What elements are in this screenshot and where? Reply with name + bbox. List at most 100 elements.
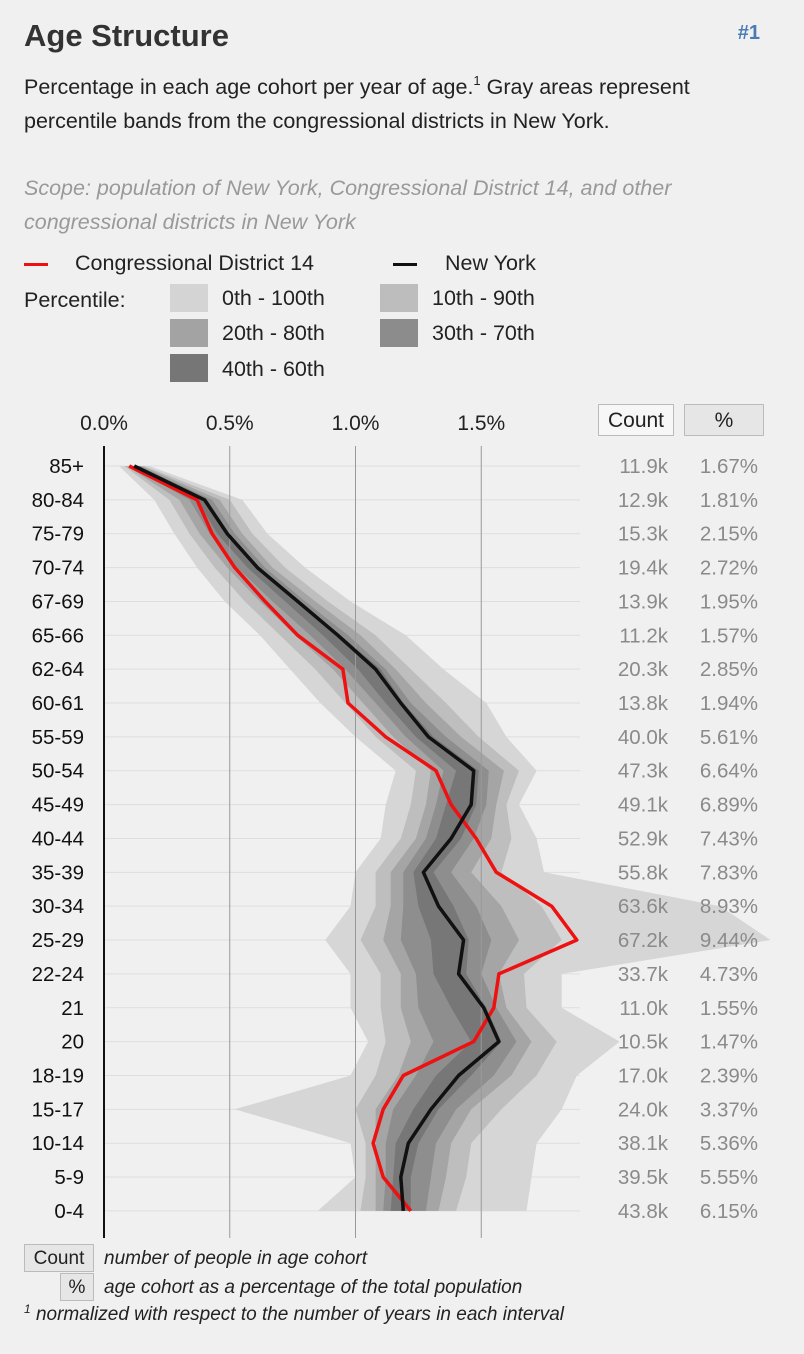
- count-value: 11.9k: [619, 455, 668, 478]
- description-text: Percentage in each age cohort per year o…: [24, 75, 474, 99]
- percent-value: 1.47%: [700, 1031, 758, 1054]
- age-category-label: 18-19: [32, 1064, 84, 1087]
- count-value: 17.0k: [618, 1064, 669, 1087]
- count-value: 55.8k: [618, 861, 669, 884]
- x-tick-label: 0.5%: [206, 412, 254, 435]
- percent-value: 4.73%: [700, 963, 758, 986]
- x-tick-label: 1.5%: [457, 412, 505, 435]
- district-legend-label: Congressional District 14: [75, 251, 314, 275]
- count-value: 11.0k: [619, 997, 668, 1020]
- count-value: 13.9k: [618, 590, 669, 613]
- age-category-label: 21: [61, 997, 84, 1020]
- age-category-label: 85+: [49, 455, 84, 478]
- band-label-10-90: 10th - 90th: [432, 286, 535, 310]
- band-swatch-10-90: [380, 284, 418, 312]
- count-value: 20.3k: [618, 658, 669, 681]
- age-category-label: 40-44: [32, 827, 84, 850]
- count-value: 43.8k: [618, 1200, 669, 1223]
- age-category-label: 70-74: [32, 557, 84, 580]
- band-swatch-0-100: [170, 284, 208, 312]
- age-category-label: 62-64: [32, 658, 84, 681]
- count-value: 67.2k: [618, 929, 669, 952]
- count-value: 19.4k: [618, 557, 669, 580]
- scope-text: Scope: population of New York, Congressi…: [24, 176, 672, 234]
- count-value: 10.5k: [618, 1031, 669, 1054]
- count-value: 24.0k: [618, 1098, 669, 1121]
- age-category-label: 35-39: [32, 861, 84, 884]
- state-series-line: [133, 464, 501, 1212]
- count-header-button[interactable]: Count: [598, 404, 674, 436]
- age-category-label: 45-49: [32, 794, 84, 817]
- count-value: 15.3k: [618, 523, 669, 546]
- percent-value: 1.67%: [700, 455, 758, 478]
- percent-value: 2.85%: [700, 658, 758, 681]
- count-value: 63.6k: [618, 895, 669, 918]
- percent-value: 2.15%: [700, 523, 758, 546]
- rank-badge[interactable]: #1: [737, 22, 760, 44]
- description: Percentage in each age cohort per year o…: [24, 70, 764, 138]
- band-label-30-70: 30th - 70th: [432, 321, 535, 345]
- age-category-label: 15-17: [32, 1098, 84, 1121]
- age-category-label: 0-4: [54, 1200, 84, 1223]
- district-series-line: [128, 464, 579, 1213]
- percent-value: 1.95%: [700, 590, 758, 613]
- band-swatch-20-80: [170, 319, 208, 347]
- percent-value: 9.44%: [700, 929, 758, 952]
- age-category-label: 30-34: [32, 895, 84, 918]
- age-category-label: 20: [61, 1031, 84, 1054]
- percentile-label: Percentile:: [24, 288, 126, 312]
- x-tick-label: 0.0%: [80, 412, 128, 435]
- count-value: 39.5k: [618, 1166, 669, 1189]
- count-value: 49.1k: [618, 794, 669, 817]
- percent-value: 1.55%: [700, 997, 758, 1020]
- percent-value: 6.64%: [700, 760, 758, 783]
- band-label-0-100: 0th - 100th: [222, 286, 325, 310]
- percent-value: 2.72%: [700, 557, 758, 580]
- age-category-label: 60-61: [32, 692, 84, 715]
- count-value: 11.2k: [619, 624, 668, 647]
- percent-value: 8.93%: [700, 895, 758, 918]
- percent-value: 2.39%: [700, 1064, 758, 1087]
- count-value: 38.1k: [618, 1132, 669, 1155]
- count-value: 12.9k: [618, 489, 669, 512]
- count-value: 52.9k: [618, 827, 669, 850]
- band-label-40-60: 40th - 60th: [222, 357, 325, 381]
- percent-value: 1.81%: [700, 489, 758, 512]
- age-structure-chart: 0.0% 0.5% 1.0% 1.5% 85+ 11.9k 1.67% 80-84 12.9k 1…: [32, 412, 771, 1238]
- age-category-label: 75-79: [32, 523, 84, 546]
- footer-percent-button[interactable]: %: [60, 1273, 94, 1301]
- count-value: 40.0k: [618, 726, 669, 749]
- age-category-label: 80-84: [32, 489, 84, 512]
- description-text-cont: Gray areas represent percentile bands fr…: [24, 75, 690, 133]
- x-tick-label: 1.0%: [332, 412, 380, 435]
- age-category-label: 67-69: [32, 590, 84, 613]
- age-category-label: 65-66: [32, 624, 84, 647]
- footer-count-desc: number of people in age cohort: [104, 1248, 368, 1269]
- percent-value: 7.83%: [700, 861, 758, 884]
- count-value: 33.7k: [618, 963, 669, 986]
- percent-value: 5.36%: [700, 1132, 758, 1155]
- percent-value: 5.61%: [700, 726, 758, 749]
- percent-value: 1.57%: [700, 624, 758, 647]
- count-value: 13.8k: [618, 692, 669, 715]
- footer-percent-desc: age cohort as a percentage of the total …: [104, 1277, 523, 1298]
- state-legend-label: New York: [445, 251, 536, 275]
- percent-value: 5.55%: [700, 1166, 758, 1189]
- age-category-label: 50-54: [32, 760, 84, 783]
- age-category-label: 5-9: [54, 1166, 84, 1189]
- footer-note-text: normalized with respect to the number of…: [35, 1304, 565, 1325]
- percent-value: 3.37%: [700, 1098, 758, 1121]
- state-legend-line: [393, 263, 417, 266]
- percent-value: 6.15%: [700, 1200, 758, 1223]
- age-category-label: 25-29: [32, 929, 84, 952]
- age-category-label: 10-14: [32, 1132, 84, 1155]
- page-title: Age Structure: [24, 18, 229, 53]
- footer-count-button[interactable]: Count: [24, 1244, 94, 1272]
- age-category-label: 22-24: [32, 963, 84, 986]
- footnote-marker: 1: [473, 73, 481, 88]
- percent-header-button[interactable]: %: [684, 404, 764, 436]
- band-swatch-30-70: [380, 319, 418, 347]
- district-legend-line: [24, 263, 48, 266]
- percent-value: 7.43%: [700, 827, 758, 850]
- band-swatch-40-60: [170, 354, 208, 382]
